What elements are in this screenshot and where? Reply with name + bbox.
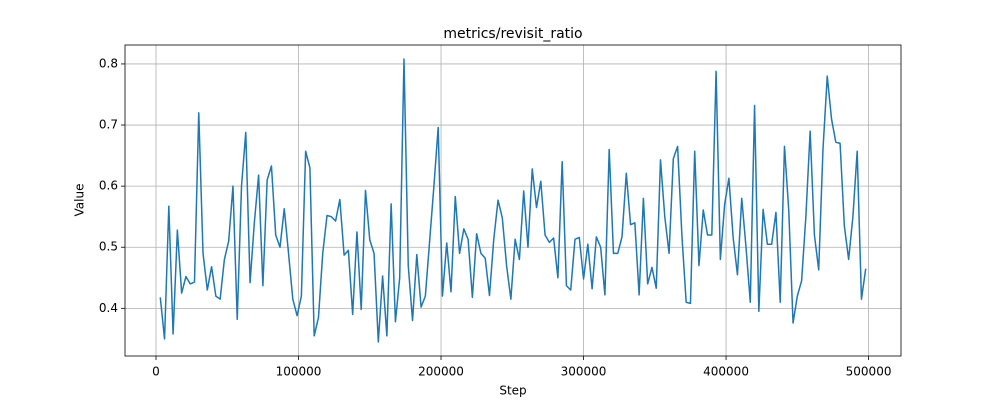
y-tick-label: 0.6 — [99, 179, 118, 193]
x-tick-label: 500000 — [846, 365, 892, 379]
x-tick-label: 400000 — [703, 365, 749, 379]
y-tick-label: 0.8 — [99, 56, 118, 70]
y-tick-label: 0.5 — [99, 240, 118, 254]
data-line — [159, 58, 867, 343]
y-axis-label: Value — [73, 184, 87, 217]
chart-title: metrics/revisit_ratio — [443, 26, 582, 42]
x-axis-label: Step — [499, 384, 526, 398]
x-tick-label: 200000 — [418, 365, 464, 379]
y-tick-label: 0.4 — [99, 301, 118, 315]
x-tick-label: 300000 — [561, 365, 607, 379]
x-tick-label: 0 — [152, 365, 160, 379]
x-tick-label: 100000 — [276, 365, 322, 379]
y-tick-label: 0.7 — [99, 118, 118, 132]
plot-frame — [124, 44, 902, 357]
